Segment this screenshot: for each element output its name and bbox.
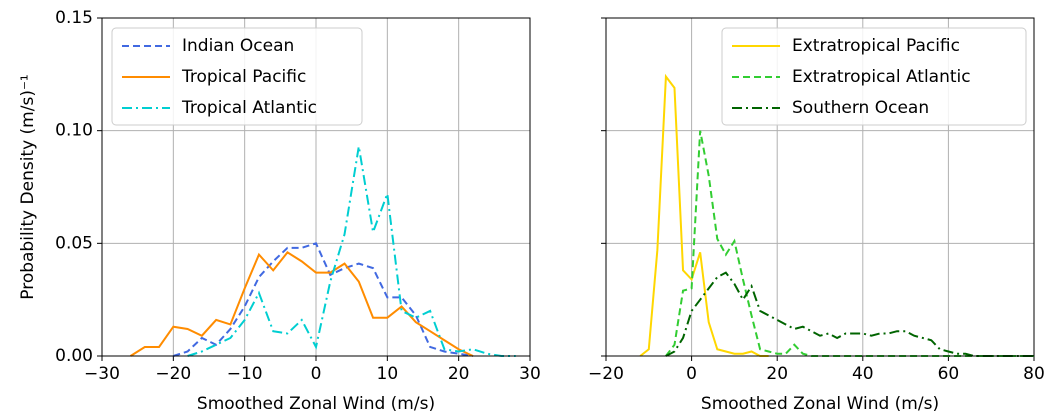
- y-tick-label: 0.00: [55, 346, 93, 366]
- x-tick-label: −10: [227, 364, 263, 384]
- series-line: [639, 73, 769, 357]
- x-tick-label: 0: [686, 364, 697, 384]
- x-tick-label: −20: [155, 364, 191, 384]
- x-tick-label: 40: [852, 364, 874, 384]
- legend-label: Extratropical Pacific: [792, 36, 960, 56]
- x-tick-label: −30: [84, 364, 120, 384]
- series-line: [129, 251, 474, 357]
- x-tick-label: 10: [377, 364, 399, 384]
- plot-frame: [605, 17, 1035, 357]
- y-tick-label: 0.15: [55, 8, 93, 28]
- x-tick-label: −20: [588, 364, 624, 384]
- legend-label: Indian Ocean: [182, 36, 294, 56]
- x-tick-label: 20: [766, 364, 788, 384]
- x-tick-label: 80: [1023, 364, 1045, 384]
- x-tick-label: 0: [311, 364, 322, 384]
- series-line: [187, 146, 516, 357]
- legend-label: Southern Ocean: [792, 98, 929, 118]
- series-line: [665, 271, 1034, 357]
- y-tick-label: 0.10: [55, 121, 93, 141]
- y-tick-label: 0.05: [55, 233, 93, 253]
- legend-label: Extratropical Atlantic: [792, 67, 971, 87]
- x-tick-label: 30: [519, 364, 541, 384]
- x-axis-label: Smoothed Zonal Wind (m/s): [197, 394, 435, 414]
- series-line: [173, 242, 474, 357]
- legend-box: [111, 27, 363, 126]
- plot-frame: [101, 17, 531, 357]
- legend-box: [721, 27, 1027, 126]
- y-axis-label: Probability Density (m/s)⁻¹: [18, 74, 38, 300]
- legend-label: Tropical Atlantic: [181, 98, 317, 118]
- x-tick-label: 60: [938, 364, 960, 384]
- legend-label: Tropical Pacific: [181, 67, 306, 87]
- x-axis-label: Smoothed Zonal Wind (m/s): [701, 394, 939, 414]
- x-tick-label: 20: [448, 364, 470, 384]
